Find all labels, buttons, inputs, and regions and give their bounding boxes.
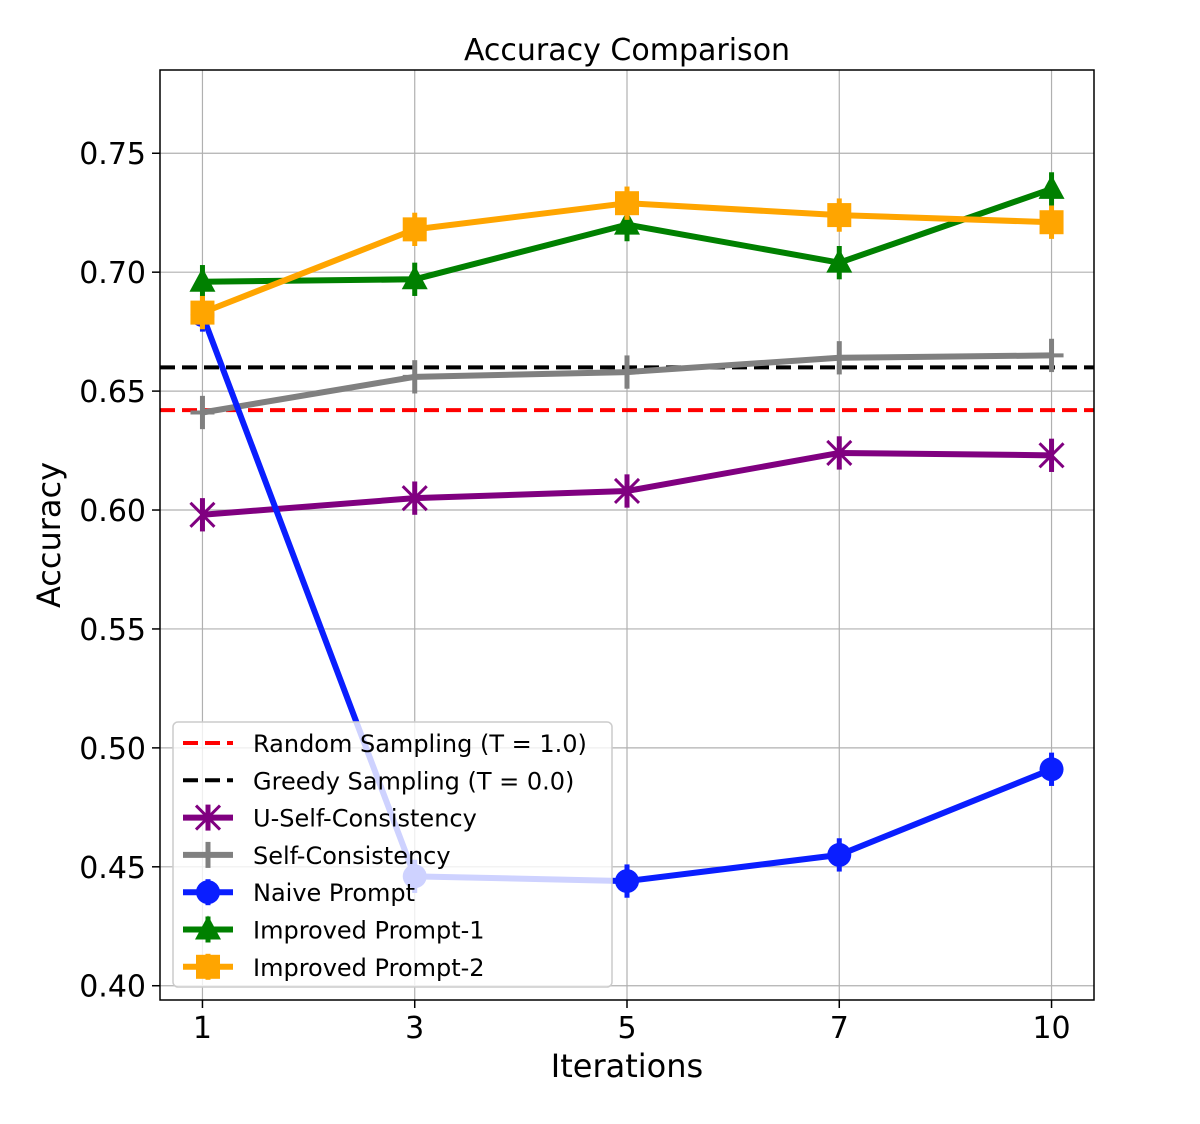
- legend-box: [172, 721, 613, 988]
- data-point: [402, 364, 427, 389]
- legend-label: Random Sampling (T = 1.0): [253, 730, 587, 758]
- triangle-marker: [189, 267, 216, 292]
- triangle-marker: [826, 248, 853, 273]
- y-tick-label: 0.55: [79, 613, 146, 648]
- legend-item: Improved Prompt-2: [183, 953, 485, 982]
- x-marker: [826, 439, 853, 467]
- plot-frame: [159, 69, 1095, 1001]
- legend-item: Greedy Sampling (T = 0.0): [183, 767, 574, 795]
- circle-marker: [615, 869, 639, 894]
- data-point: [402, 217, 427, 242]
- square-marker: [190, 300, 215, 325]
- legend-item: Self-Consistency: [183, 841, 451, 870]
- legend-label: Improved Prompt-2: [253, 954, 485, 982]
- data-point: [615, 191, 639, 216]
- circle-marker: [1039, 757, 1064, 782]
- x-tick-label: 5: [617, 1011, 636, 1046]
- square-marker: [196, 954, 220, 979]
- series-u-self-consistency: [189, 436, 1065, 532]
- legend-item: U-Self-Consistency: [183, 804, 477, 833]
- triangle-marker: [401, 265, 428, 290]
- circle-marker: [827, 842, 852, 867]
- legend-marker: [196, 880, 220, 905]
- circle-marker: [196, 880, 220, 905]
- series-self-consistency: [190, 338, 1064, 430]
- data-point: [615, 360, 639, 385]
- data-point: [1039, 210, 1064, 235]
- data-point: [401, 265, 428, 290]
- y-tick-label: 0.40: [79, 970, 146, 1005]
- data-point: [190, 300, 215, 325]
- triangle-marker: [614, 210, 640, 235]
- x-tick-label: 7: [830, 1011, 849, 1046]
- y-tick-label: 0.60: [79, 494, 146, 529]
- data-point: [1038, 174, 1065, 199]
- x-tick-label: 3: [405, 1011, 424, 1046]
- x-marker: [613, 477, 641, 505]
- legend-marker: [196, 842, 220, 867]
- legend-label: U-Self-Consistency: [253, 805, 477, 833]
- legend-marker: [195, 915, 221, 940]
- data-point: [827, 345, 852, 370]
- data-point: [189, 501, 216, 528]
- data-point: [613, 477, 641, 505]
- data-point: [615, 869, 639, 894]
- data-point: [190, 400, 215, 425]
- y-axis-label: Accuracy: [30, 462, 68, 608]
- data-point: [827, 842, 852, 867]
- data-point: [401, 485, 428, 512]
- y-tick-label: 0.70: [79, 256, 146, 291]
- x-marker: [189, 501, 216, 528]
- triangle-marker: [1038, 174, 1065, 199]
- legend-label: Self-Consistency: [253, 842, 451, 870]
- x-tick-label: 10: [1032, 1011, 1070, 1046]
- legend-item: Naive Prompt: [183, 879, 415, 907]
- data-point: [826, 439, 853, 467]
- legend: Random Sampling (T = 1.0) Greedy Sampling…: [172, 721, 613, 988]
- triangle-marker: [195, 915, 221, 940]
- square-marker: [827, 203, 852, 228]
- square-marker: [402, 217, 427, 242]
- square-marker: [615, 191, 639, 216]
- data-point: [1039, 343, 1064, 368]
- data-point: [189, 267, 216, 292]
- x-marker: [194, 804, 222, 831]
- x-marker: [1038, 442, 1065, 469]
- legend-item: Improved Prompt-1: [183, 915, 485, 945]
- legend-label: Naive Prompt: [253, 879, 415, 907]
- legend-label: Improved Prompt-1: [253, 917, 485, 945]
- y-tick-label: 0.75: [79, 137, 146, 172]
- data-point: [826, 248, 853, 273]
- legend-marker: [196, 954, 220, 979]
- series-improved-prompt-2: [190, 186, 1064, 330]
- legend-item: Random Sampling (T = 1.0): [183, 730, 587, 758]
- square-marker: [1039, 210, 1064, 235]
- data-point: [1038, 442, 1065, 469]
- data-point: [1039, 757, 1064, 782]
- chart-title: Accuracy Comparison: [464, 33, 790, 68]
- y-tick-label: 0.45: [79, 851, 146, 886]
- y-tick-label: 0.65: [79, 375, 146, 410]
- legend-marker: [194, 804, 222, 831]
- legend-label: Greedy Sampling (T = 0.0): [253, 767, 574, 795]
- x-tick-label: 1: [193, 1011, 212, 1046]
- data-point: [614, 210, 640, 235]
- x-axis-label: Iterations: [551, 1047, 703, 1085]
- x-marker: [401, 485, 428, 512]
- series-improved-prompt-1: [189, 172, 1065, 299]
- data-point: [827, 203, 852, 228]
- y-tick-label: 0.50: [79, 732, 146, 767]
